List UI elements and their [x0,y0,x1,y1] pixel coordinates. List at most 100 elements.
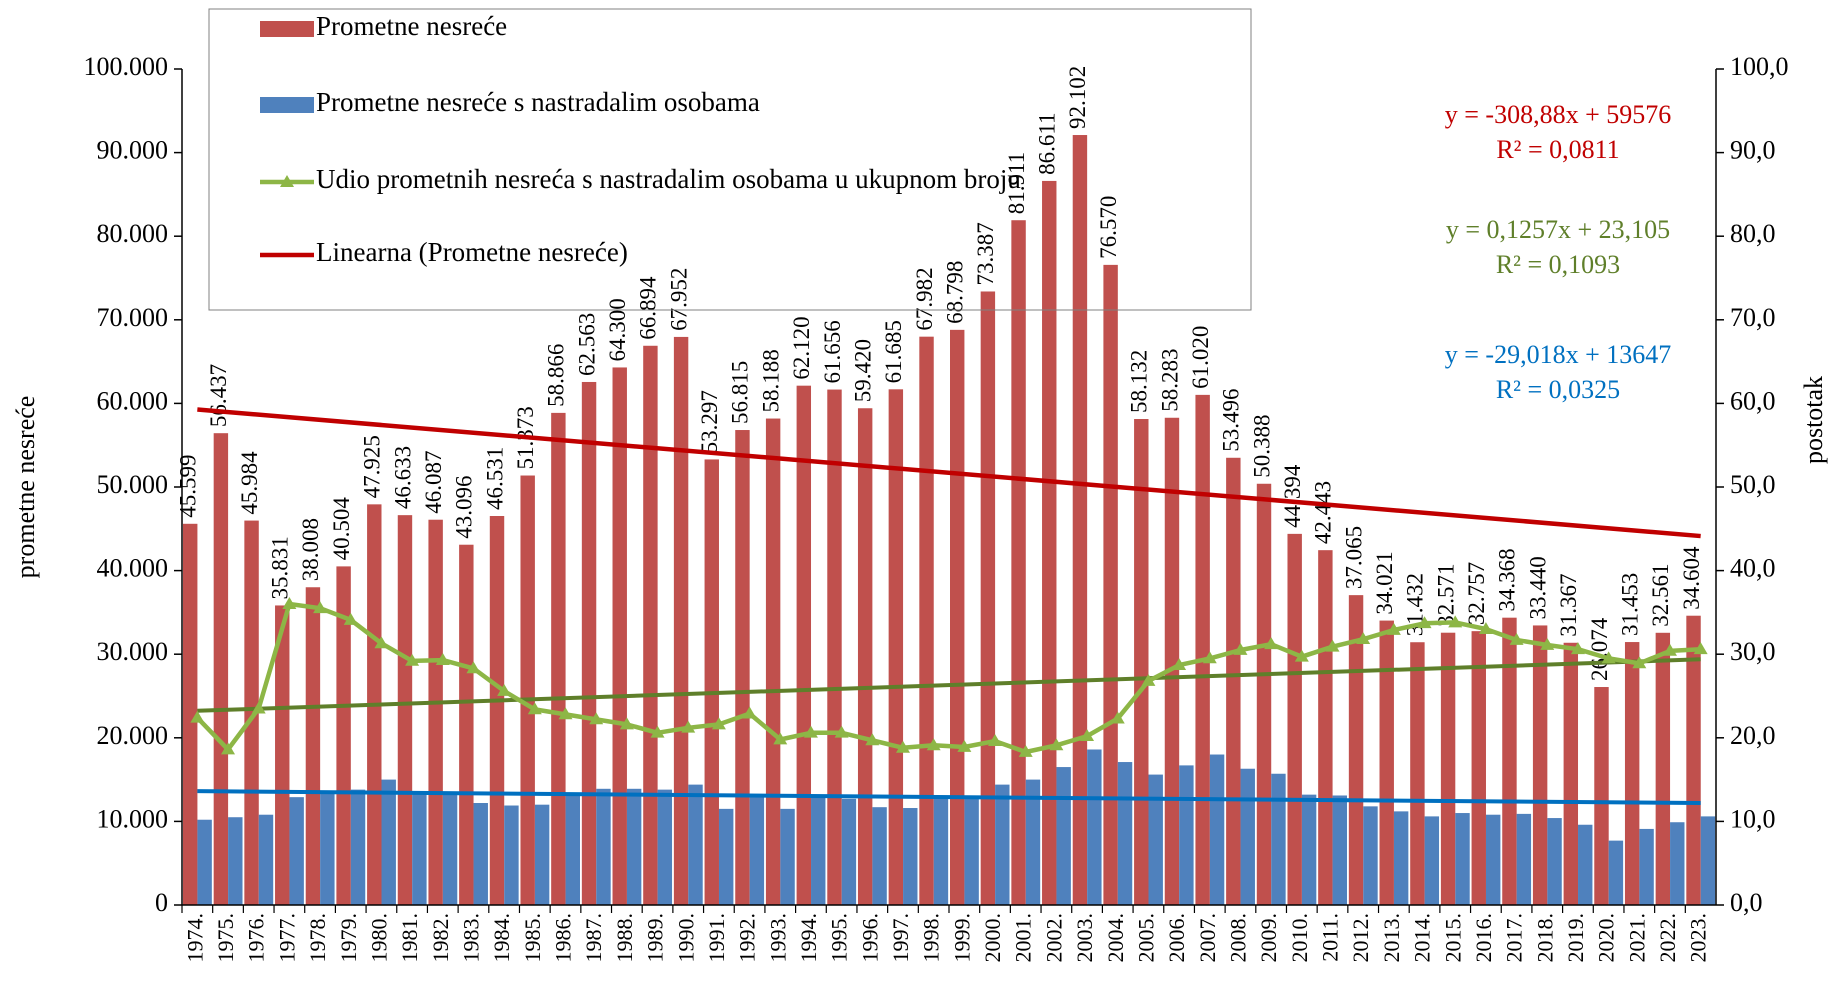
value-label: 76.570 [1096,196,1121,259]
bar [1563,642,1579,905]
y2-axis-label: postotak [1799,376,1828,464]
value-label: 86.611 [1035,113,1060,175]
bar [980,291,996,905]
bar [228,817,243,905]
bar [964,796,979,905]
value-label: 67.952 [666,268,691,331]
line-marker [1264,637,1279,650]
bar [749,796,765,905]
bar [1547,818,1562,905]
y-tick-label: 50.000 [97,470,169,499]
bar [1578,824,1593,905]
line-marker [1417,616,1432,629]
line-marker [282,597,297,609]
value-label: 58.283 [1157,349,1182,412]
line-marker [1540,638,1555,650]
y-tick-label: 80.000 [97,219,169,248]
value-label: 66.894 [636,276,661,340]
x-tick-label: 2021. [1624,913,1649,963]
bar [320,792,335,905]
bar [336,566,351,905]
y2-tick-label: 0,0 [1730,888,1763,917]
bar [520,475,535,905]
bar [459,544,474,905]
value-label: 61.020 [1188,326,1213,389]
bar [933,796,949,905]
legend-label: Linearna (Prometne nesreće) [316,237,628,267]
value-label: 40.504 [329,497,354,561]
value-label: 26.074 [1587,617,1612,681]
line-marker [374,636,389,649]
value-label: 37.065 [1341,526,1366,589]
bar [718,808,734,905]
bar [765,418,781,905]
bar [1424,816,1440,905]
x-tick-label: 2022. [1655,913,1680,963]
x-tick-label: 2015. [1440,913,1465,963]
bar [305,587,321,905]
value-label: 73.387 [973,222,998,285]
bar [1670,822,1685,905]
bar [950,329,965,905]
x-tick-label: 2001. [1011,913,1036,963]
bar [197,819,212,905]
bar [1072,135,1088,905]
bar [657,789,673,905]
line-marker [221,742,236,755]
bar [1485,814,1501,905]
legend-label: Prometne nesreće [316,11,507,41]
value-label: 33.440 [1525,556,1550,619]
bar [350,789,366,905]
bar [780,808,795,905]
bar [1025,779,1041,905]
x-tick-label: 1982. [428,913,453,963]
value-label: 56.437 [206,364,231,427]
x-tick-label: 1990. [673,913,698,963]
x-tick-label: 2023. [1686,913,1711,963]
line-marker [190,710,205,723]
line-marker [1693,642,1708,655]
y-tick-label: 90.000 [97,136,169,165]
value-label: 61.656 [820,320,845,383]
x-tick-label: 1997. [888,913,913,963]
bar [1502,617,1517,905]
line-marker [1662,643,1677,656]
line-marker [1141,673,1156,686]
value-label: 56.815 [728,361,753,424]
bar [1532,625,1548,905]
value-label: 47.925 [360,435,385,498]
bar [1209,754,1225,905]
line-series [195,601,1701,755]
y2-tick-label: 50,0 [1730,470,1776,499]
bar [534,804,550,905]
line-marker [1202,651,1217,664]
x-tick-label: 1976. [244,913,269,963]
trend-equation: y = 0,1257x + 23,105 [1446,215,1670,244]
line-marker [834,725,849,738]
x-tick-label: 2002. [1041,913,1066,963]
value-label: 46.633 [390,446,415,509]
x-tick-label: 1985. [520,913,545,963]
x-tick-label: 1980. [366,913,391,963]
trendline [197,657,1701,713]
y-tick-label: 100.000 [84,52,169,81]
legend-marker [280,175,294,187]
line-marker [405,653,420,666]
bar [872,807,887,905]
y-tick-label: 70.000 [97,303,169,332]
legend-label: Prometne nesreće s nastradalim osobama [316,87,760,117]
y-tick-label: 30.000 [97,637,169,666]
x-tick-label: 1993. [765,913,790,963]
y2-tick-label: 70,0 [1730,303,1776,332]
bar [397,515,413,905]
bar [581,381,597,905]
value-label: 53.297 [697,390,722,453]
x-tick-label: 1983. [459,913,484,963]
line-marker [803,725,818,738]
line-marker [466,661,481,674]
bar [489,516,505,905]
y2-tick-label: 40,0 [1730,554,1776,583]
